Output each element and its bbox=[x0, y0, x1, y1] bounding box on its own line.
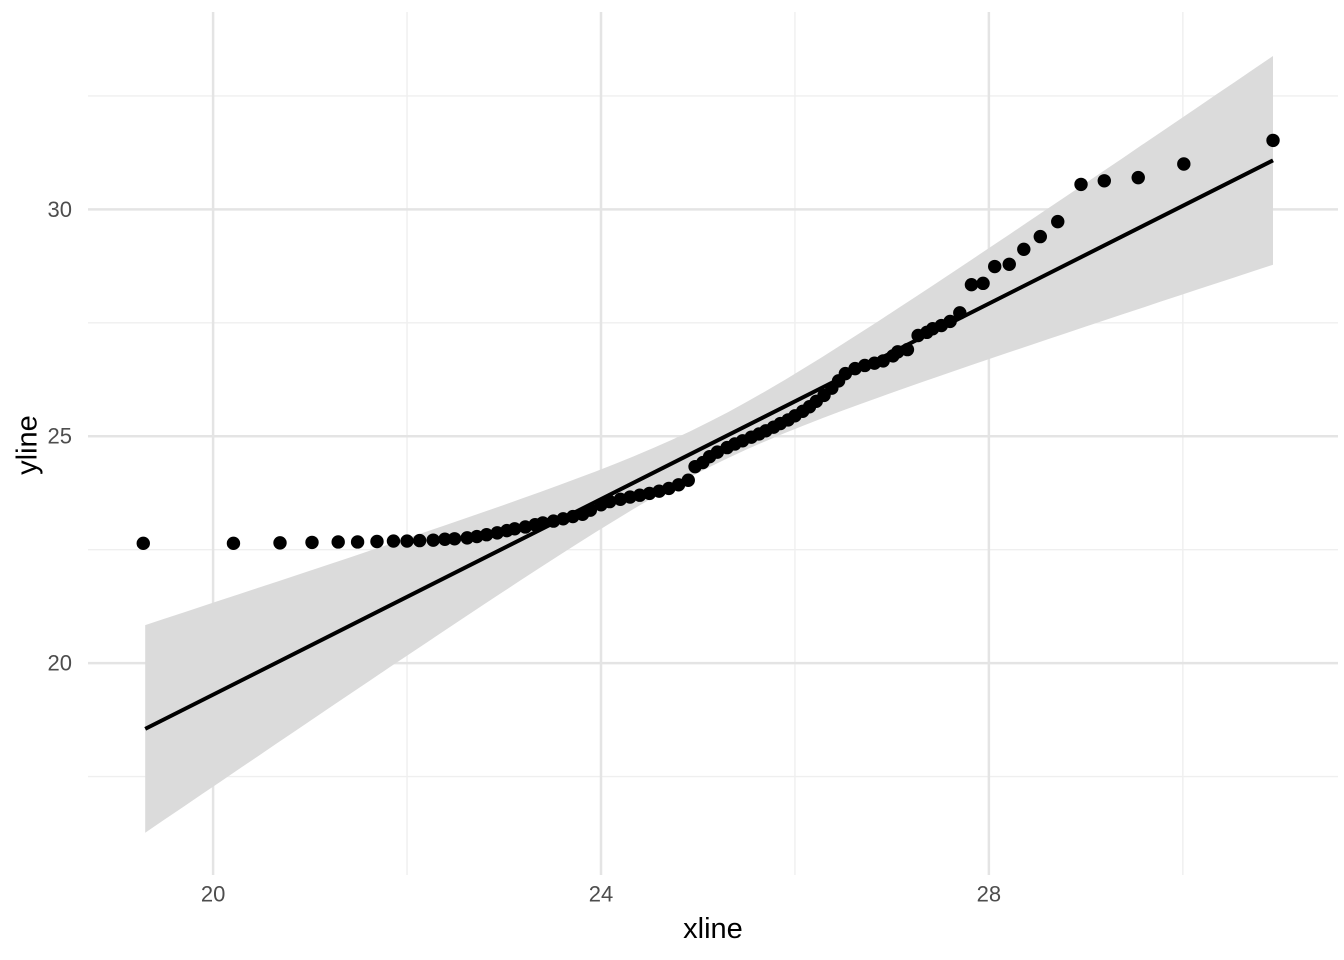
data-point bbox=[1097, 174, 1111, 188]
data-point bbox=[976, 276, 990, 291]
y-tick-label: 25 bbox=[48, 424, 72, 449]
data-point bbox=[447, 532, 462, 546]
x-tick-label: 24 bbox=[589, 882, 613, 907]
data-point bbox=[386, 534, 401, 548]
y-tick-label: 20 bbox=[48, 651, 72, 676]
data-point bbox=[536, 516, 550, 530]
x-axis-title: xline bbox=[683, 913, 743, 945]
data-point bbox=[273, 536, 287, 550]
data-point bbox=[1033, 229, 1047, 244]
data-point bbox=[964, 277, 979, 292]
data-point bbox=[583, 503, 598, 517]
data-point bbox=[1002, 257, 1016, 271]
data-point bbox=[988, 259, 1002, 274]
data-point bbox=[305, 535, 319, 550]
data-point bbox=[943, 314, 957, 329]
data-point bbox=[226, 536, 241, 551]
data-point bbox=[1177, 157, 1191, 171]
data-point bbox=[1051, 214, 1065, 229]
y-axis-title: yline bbox=[11, 415, 44, 475]
data-point bbox=[900, 342, 915, 357]
data-point bbox=[479, 528, 494, 542]
data-point bbox=[953, 306, 967, 320]
data-point bbox=[603, 494, 617, 509]
data-point bbox=[412, 533, 427, 548]
data-point bbox=[1266, 133, 1280, 148]
data-point bbox=[681, 473, 695, 487]
data-point bbox=[426, 533, 440, 547]
data-point bbox=[136, 536, 150, 551]
x-tick-label: 20 bbox=[201, 882, 225, 907]
data-point bbox=[1131, 170, 1145, 185]
x-tick-label: 28 bbox=[977, 882, 1001, 907]
regression-line bbox=[144, 158, 1274, 731]
data-point bbox=[507, 522, 522, 536]
data-point bbox=[350, 535, 365, 549]
data-point bbox=[331, 535, 345, 549]
data-point bbox=[438, 532, 452, 546]
data-point bbox=[400, 534, 414, 548]
data-point bbox=[1017, 242, 1031, 257]
y-tick-label: 30 bbox=[48, 197, 72, 222]
data-point bbox=[1074, 177, 1088, 192]
data-point bbox=[370, 534, 384, 549]
